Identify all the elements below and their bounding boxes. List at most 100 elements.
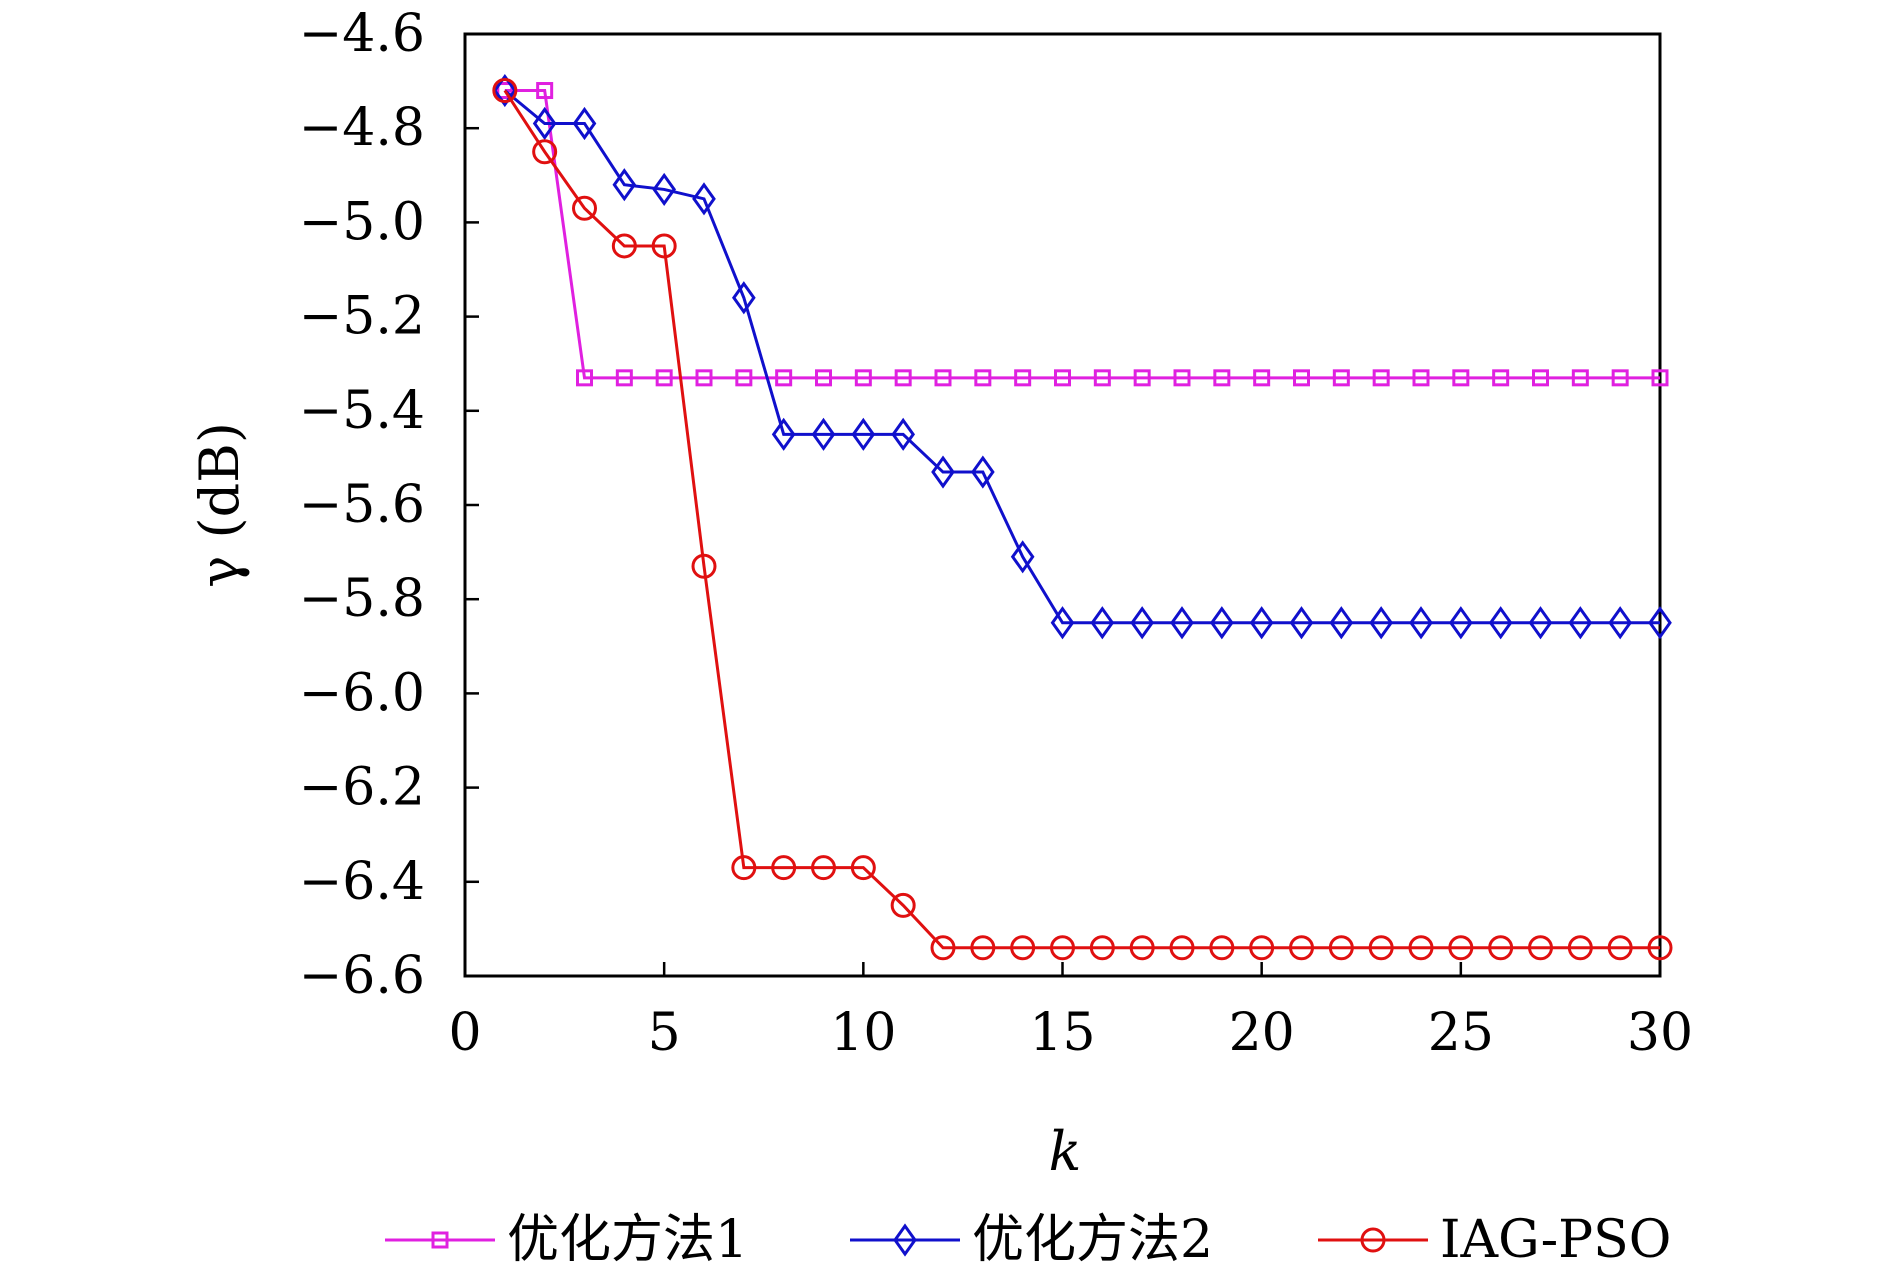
series-2 bbox=[492, 73, 1672, 640]
data-point-square bbox=[1571, 369, 1589, 387]
data-point-diamond bbox=[1050, 606, 1075, 640]
data-point-diamond bbox=[1568, 606, 1593, 640]
data-point-diamond bbox=[1409, 606, 1433, 640]
data-point-diamond bbox=[1329, 606, 1354, 640]
data-point-square bbox=[815, 369, 832, 387]
y-tick-label: −6.4 bbox=[299, 852, 425, 912]
data-point-circle bbox=[1209, 935, 1235, 961]
y-tick-label: −5.0 bbox=[299, 192, 425, 252]
y-tick-label: −4.6 bbox=[299, 4, 425, 64]
data-point-diamond bbox=[1528, 606, 1553, 640]
y-tick-label: −5.8 bbox=[299, 569, 425, 629]
y-tick-label: −5.2 bbox=[299, 287, 425, 347]
data-point-diamond bbox=[1648, 606, 1672, 640]
data-point-diamond bbox=[572, 106, 597, 141]
data-point-square bbox=[1452, 369, 1470, 387]
data-point-square bbox=[1014, 369, 1032, 387]
data-point-square bbox=[496, 82, 514, 100]
legend-marker bbox=[893, 1223, 917, 1257]
data-point-square bbox=[934, 369, 952, 387]
data-point-circle bbox=[1488, 935, 1514, 961]
data-point-circle bbox=[1368, 935, 1394, 961]
legend-marker bbox=[1360, 1227, 1386, 1253]
data-point-diamond bbox=[1488, 606, 1513, 640]
x-axis-ticks: 0 5 10 15 20 25 30 bbox=[448, 962, 1693, 1063]
data-point-circle bbox=[1089, 935, 1115, 961]
data-point-circle bbox=[1647, 935, 1673, 961]
x-tick-label: 15 bbox=[1029, 1003, 1095, 1063]
legend-marker bbox=[431, 1231, 449, 1249]
data-point-diamond bbox=[1608, 606, 1633, 640]
data-point-diamond bbox=[771, 417, 796, 451]
data-point-circle bbox=[611, 233, 637, 259]
data-point-diamond bbox=[1249, 606, 1274, 640]
data-point-circle bbox=[651, 233, 677, 259]
legend-label: IAG-PSO bbox=[1440, 1210, 1671, 1270]
data-point-circle bbox=[1129, 935, 1155, 961]
data-point-square bbox=[1651, 369, 1669, 387]
y-tick-label: −5.6 bbox=[299, 475, 425, 535]
legend-item: 优化方法2 bbox=[850, 1210, 1213, 1270]
data-point-diamond bbox=[1090, 606, 1115, 640]
data-point-circle bbox=[1289, 935, 1314, 961]
legend-item: IAG-PSO bbox=[1318, 1210, 1671, 1270]
data-point-square bbox=[974, 369, 992, 387]
data-point-square bbox=[576, 369, 593, 387]
data-point-square bbox=[1253, 369, 1271, 387]
data-point-circle bbox=[930, 935, 956, 961]
data-point-circle bbox=[1328, 935, 1354, 961]
series-line bbox=[504, 89, 1660, 380]
data-point-circle bbox=[1528, 935, 1553, 961]
x-tick-label: 25 bbox=[1428, 1003, 1494, 1063]
data-point-circle bbox=[850, 855, 876, 881]
y-tick-label: −6.6 bbox=[299, 946, 425, 1006]
y-tick-label: −4.8 bbox=[299, 98, 425, 158]
legend-label: 优化方法1 bbox=[507, 1210, 748, 1270]
data-point-circle bbox=[1249, 935, 1275, 961]
data-point-diamond bbox=[1369, 606, 1394, 640]
legend-label: 优化方法2 bbox=[972, 1210, 1213, 1270]
data-point-diamond bbox=[612, 168, 637, 202]
y-axis-ticks: −4.6 −4.8 −5.0 −5.2 −5.4 −5.6 −5.8 −6.0 −6.2 −6.4… bbox=[299, 4, 479, 1006]
series-line bbox=[503, 89, 1660, 950]
series-1 bbox=[496, 82, 1669, 387]
legend-item: 优化方法1 bbox=[385, 1210, 748, 1270]
data-point-circle bbox=[1050, 935, 1075, 961]
data-point-square bbox=[1133, 369, 1151, 387]
x-tick-label: 30 bbox=[1627, 1003, 1693, 1063]
data-point-square bbox=[1611, 369, 1629, 387]
data-point-diamond bbox=[1170, 606, 1194, 640]
plot-frame bbox=[463, 32, 1662, 978]
data-point-circle bbox=[731, 855, 757, 881]
data-point-circle bbox=[970, 935, 996, 961]
x-tick-label: 5 bbox=[648, 1003, 681, 1063]
data-point-diamond bbox=[532, 106, 557, 141]
data-point-square bbox=[1492, 369, 1510, 387]
data-point-diamond bbox=[891, 417, 916, 451]
x-tick-label: 0 bbox=[448, 1003, 481, 1063]
legend: 优化方法1 优化方法2 IAG-PSO bbox=[385, 1210, 1671, 1270]
data-point-square bbox=[735, 369, 753, 387]
data-point-circle bbox=[771, 855, 797, 881]
data-point-square bbox=[854, 369, 872, 387]
y-axis-label: γ (dB) bbox=[188, 422, 251, 588]
data-point-square bbox=[1054, 369, 1071, 387]
data-point-diamond bbox=[931, 455, 955, 489]
data-point-circle bbox=[811, 855, 836, 881]
data-point-square bbox=[536, 82, 554, 100]
data-point-circle bbox=[1408, 935, 1434, 961]
data-point-square bbox=[1093, 369, 1111, 387]
x-tick-label: 20 bbox=[1229, 1003, 1295, 1063]
data-point-diamond bbox=[1130, 606, 1155, 640]
data-point-square bbox=[695, 369, 713, 387]
data-point-square bbox=[1372, 369, 1390, 387]
data-point-square bbox=[1412, 369, 1430, 387]
y-tick-label: −5.4 bbox=[299, 381, 425, 441]
data-point-circle bbox=[890, 892, 916, 918]
data-point-circle bbox=[492, 78, 518, 104]
data-point-circle bbox=[1010, 935, 1036, 961]
series-line bbox=[503, 89, 1660, 625]
data-point-diamond bbox=[811, 417, 836, 451]
data-point-square bbox=[655, 369, 673, 387]
